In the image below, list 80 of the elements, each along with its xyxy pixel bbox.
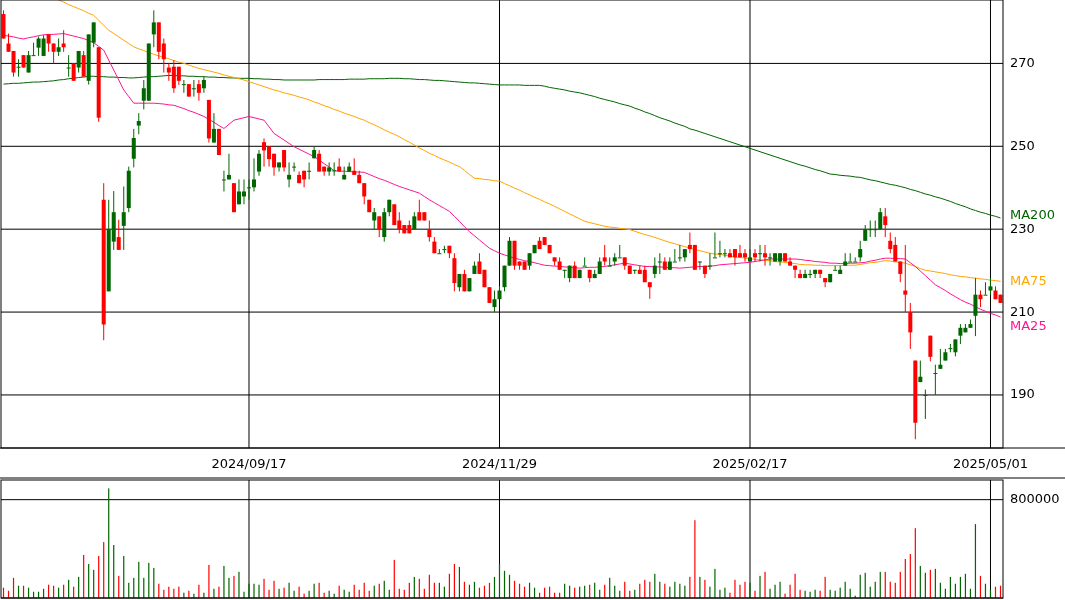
y-tick-label: 270 bbox=[1010, 54, 1035, 70]
y-tick-label: 210 bbox=[1010, 303, 1035, 319]
candlestick bbox=[362, 182, 367, 205]
line-series bbox=[58, 0, 1001, 282]
candlestick bbox=[221, 170, 226, 192]
candlestick bbox=[617, 244, 622, 259]
candlestick bbox=[903, 244, 908, 313]
candlestick bbox=[833, 265, 838, 271]
x-tick-label: 2024/09/17 bbox=[211, 455, 287, 471]
candlestick bbox=[747, 248, 752, 263]
candlestick bbox=[652, 256, 657, 279]
candlestick bbox=[81, 50, 86, 78]
series-label: MA200 bbox=[1010, 206, 1055, 222]
candlestick bbox=[191, 79, 196, 98]
candlestick bbox=[16, 58, 21, 78]
candlestick bbox=[768, 252, 773, 267]
candlestick bbox=[377, 215, 382, 238]
y-tick-label: 230 bbox=[1010, 220, 1035, 236]
candlestick bbox=[938, 348, 943, 370]
candlestick bbox=[707, 252, 712, 271]
candlestick bbox=[923, 389, 928, 420]
candlestick bbox=[823, 277, 828, 288]
candlestick bbox=[292, 161, 297, 173]
y-tick-label: 800000 bbox=[1010, 491, 1060, 507]
candlestick bbox=[818, 269, 823, 279]
candlestick bbox=[607, 256, 612, 267]
candlestick bbox=[753, 248, 758, 263]
candlestick bbox=[958, 323, 963, 345]
candlestick bbox=[602, 244, 607, 267]
candlestick bbox=[151, 9, 156, 48]
candlestick bbox=[722, 248, 727, 258]
candlestick bbox=[121, 185, 126, 251]
candlestick bbox=[211, 112, 216, 144]
candlestick bbox=[803, 269, 808, 279]
x-tick-label: 2025/05/01 bbox=[953, 455, 1028, 471]
x-tick-label: 2024/11/29 bbox=[462, 455, 537, 471]
candlestick bbox=[307, 161, 312, 180]
candlestick bbox=[657, 252, 662, 275]
candlestick bbox=[763, 244, 768, 267]
candlestick bbox=[492, 290, 497, 313]
candlestick bbox=[241, 178, 246, 205]
candlestick bbox=[317, 149, 322, 173]
candlestick bbox=[697, 261, 702, 271]
candlestick bbox=[793, 265, 798, 279]
candlestick bbox=[262, 137, 267, 168]
candlestick bbox=[798, 269, 803, 279]
candlestick bbox=[742, 248, 747, 263]
candlestick bbox=[677, 244, 682, 263]
candlestick bbox=[502, 265, 507, 292]
candlestick bbox=[712, 232, 717, 259]
candlestick bbox=[41, 34, 46, 57]
series-label: MA75 bbox=[1010, 272, 1047, 288]
candlestick bbox=[788, 256, 793, 267]
candlestick bbox=[758, 244, 763, 263]
candlestick bbox=[277, 161, 282, 173]
series-label: MA25 bbox=[1010, 317, 1047, 333]
candlestick bbox=[427, 219, 432, 243]
candlestick bbox=[928, 335, 933, 362]
y-tick-label: 250 bbox=[1010, 137, 1035, 153]
candlestick bbox=[136, 112, 141, 135]
candlestick bbox=[933, 364, 938, 396]
candlestick bbox=[181, 79, 186, 94]
candlestick bbox=[437, 248, 442, 255]
candlestick bbox=[973, 277, 978, 337]
candlestick bbox=[983, 281, 988, 296]
x-tick-label: 2025/02/17 bbox=[712, 455, 788, 471]
y-tick-label: 190 bbox=[1010, 386, 1035, 402]
candlestick bbox=[813, 269, 818, 279]
candlestick bbox=[257, 149, 262, 177]
candlestick bbox=[246, 178, 251, 201]
candlestick bbox=[372, 207, 377, 230]
candlestick bbox=[908, 302, 913, 350]
candlestick bbox=[282, 149, 287, 173]
candlestick bbox=[858, 240, 863, 263]
candlestick bbox=[116, 219, 121, 251]
candlestick bbox=[131, 128, 136, 168]
candlestick bbox=[196, 79, 201, 102]
candlestick bbox=[582, 256, 587, 267]
candlestick bbox=[252, 157, 257, 192]
candlestick bbox=[883, 207, 888, 238]
